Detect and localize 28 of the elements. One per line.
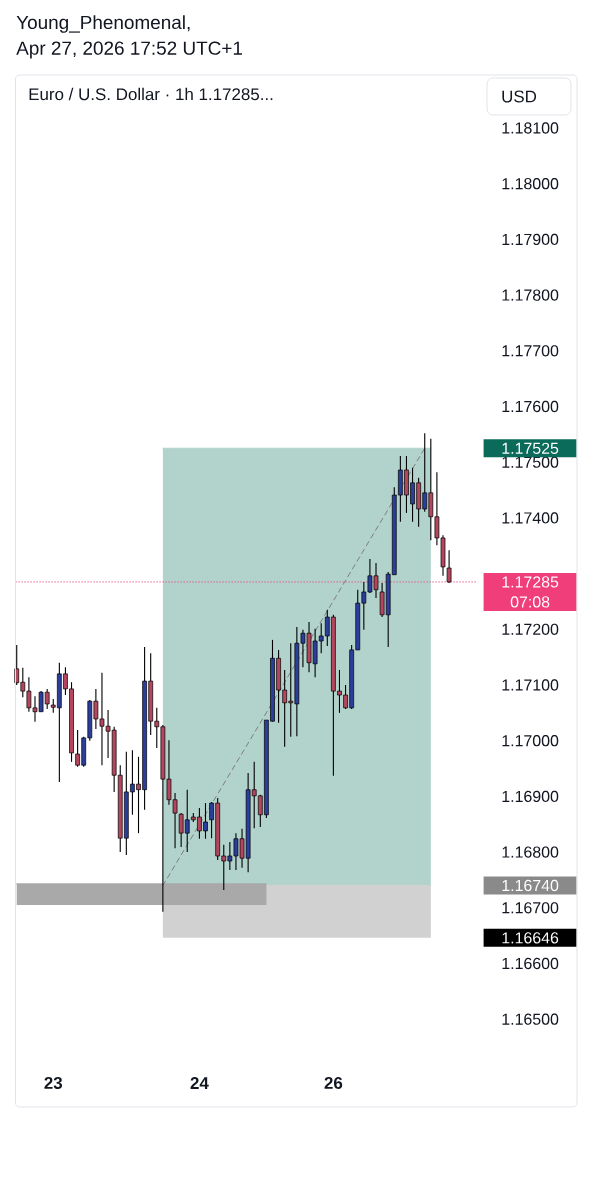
y-tick-label: 1.17500 xyxy=(502,456,559,468)
y-tick-label: 1.16800 xyxy=(502,846,559,858)
text: 1.16646 xyxy=(502,932,559,944)
y-tick-label: 1.17800 xyxy=(502,289,559,301)
y-axis-title: USD xyxy=(502,90,537,103)
text: Apr 27, 2026 17:52 UTC+1 xyxy=(16,41,242,59)
y-tick-label: 1.17400 xyxy=(502,512,559,524)
x-tick-label: 26 xyxy=(324,1076,343,1089)
text: 07:08 xyxy=(510,596,550,608)
text: 1.17525 xyxy=(502,442,559,454)
ref-line-label: 1.17285 xyxy=(502,576,559,588)
y-tick-label: 1.17200 xyxy=(502,623,559,635)
y-tick-label: 1.18000 xyxy=(502,178,559,190)
y-tick-label: 1.16500 xyxy=(502,1013,559,1025)
x-tick-label: 23 xyxy=(44,1076,63,1089)
text: 1.16740 xyxy=(502,879,559,892)
y-tick-label: 1.16700 xyxy=(502,902,559,914)
y-tick-label: 1.17100 xyxy=(502,679,559,691)
y-tick-label: 1.17700 xyxy=(502,345,559,357)
chart-title: Euro / U.S. Dollar · 1h 1.17285... xyxy=(29,87,273,101)
y-tick-label: 1.16900 xyxy=(502,790,559,803)
y-tick-label: 1.17900 xyxy=(502,233,559,246)
y-tick-label: 1.17000 xyxy=(502,735,559,747)
y-tick-label: 1.17600 xyxy=(502,400,559,413)
y-tick-label: 1.16600 xyxy=(502,957,559,970)
text: Young_Phenomenal, xyxy=(16,15,190,33)
y-tick-label: 1.18100 xyxy=(502,122,559,134)
x-tick-label: 24 xyxy=(190,1077,209,1089)
